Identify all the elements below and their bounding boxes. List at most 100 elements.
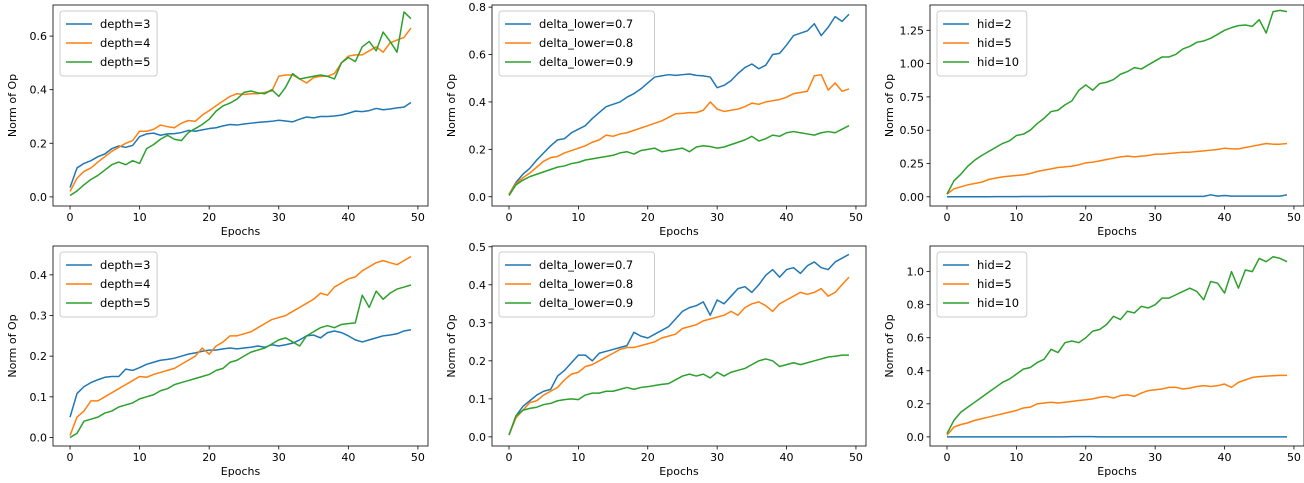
x-tick-label: 20 (202, 211, 216, 224)
series-line-2 (508, 73, 850, 195)
x-tick-label: 50 (849, 211, 863, 224)
legend-label: depth=3 (100, 258, 150, 272)
legend-box (936, 10, 1028, 77)
legend-label: delta_lower=0.7 (539, 258, 633, 272)
y-tick-label: 0.25 (900, 158, 925, 171)
series-line-3 (946, 9, 1288, 195)
x-tick-label: 10 (133, 451, 147, 464)
series-line-3 (508, 124, 850, 196)
y-tick-label: 0.6 (30, 30, 48, 43)
series-line-2 (946, 142, 1288, 195)
x-tick-label: 30 (1148, 451, 1162, 464)
x-tick-label: 30 (710, 451, 724, 464)
y-tick-label: 0.50 (900, 124, 925, 137)
y-tick-label: 0.2 (469, 355, 487, 368)
y-tick-label: 0.0 (907, 431, 925, 444)
series-line-1 (508, 13, 850, 195)
x-tick-label: 20 (1079, 211, 1093, 224)
legend: delta_lower=0.7 delta_lower=0.8 delta_lowe… (498, 10, 655, 77)
x-tick-label: 20 (641, 211, 655, 224)
x-tick-label: 10 (133, 211, 147, 224)
y-tick-label: 0.4 (907, 365, 925, 378)
x-tick-label: 0 (944, 451, 951, 464)
subplot-4: 0 10 20 30 40 50 0.0 0.1 0.2 0.3 0.4 Epochs Norm of … (6, 245, 429, 478)
x-tick-label: 0 (67, 211, 74, 224)
x-tick-label: 40 (1218, 211, 1232, 224)
x-tick-label: 0 (944, 211, 951, 224)
y-axis-label: Norm of Op (445, 74, 458, 137)
x-axis-label: Epochs (221, 225, 261, 238)
y-axis-label: Norm of Op (6, 314, 19, 377)
x-tick-label: 40 (341, 451, 355, 464)
legend: delta_lower=0.7 delta_lower=0.8 delta_lowe… (498, 251, 655, 318)
axes-frame (491, 245, 867, 447)
legend-box (59, 251, 158, 318)
y-tick-label: 0.3 (30, 310, 48, 323)
legend: hid=2 hid=5 hid=10 (936, 251, 1028, 318)
y-tick-label: 1.0 (907, 266, 925, 279)
legend-label: depth=4 (100, 277, 150, 291)
y-tick-label: 0.3 (469, 317, 487, 330)
x-tick-label: 30 (710, 211, 724, 224)
series-line-1 (69, 329, 412, 418)
axes-frame (929, 245, 1304, 447)
y-tick-label: 0.0 (469, 191, 487, 204)
legend: depth=3 depth=4 depth=5 (59, 251, 158, 318)
x-tick-label: 40 (1218, 451, 1232, 464)
x-tick-label: 30 (272, 211, 286, 224)
x-axis-label: Epochs (221, 465, 261, 478)
x-tick-label: 0 (506, 211, 513, 224)
legend-label: depth=4 (100, 36, 150, 50)
x-tick-label: 50 (1287, 211, 1301, 224)
legend-label: delta_lower=0.9 (539, 55, 633, 69)
series-line-3 (69, 11, 412, 197)
axes-frame (52, 4, 429, 207)
x-tick-label: 10 (571, 211, 585, 224)
legend-box (498, 251, 655, 318)
y-tick-label: 0.2 (30, 137, 48, 150)
x-tick-label: 50 (1287, 451, 1301, 464)
x-tick-label: 40 (341, 211, 355, 224)
legend-label: delta_lower=0.8 (539, 36, 633, 50)
legend-label: depth=5 (100, 296, 150, 310)
legend-label: hid=5 (977, 36, 1012, 50)
y-tick-label: 0.4 (30, 269, 48, 282)
legend: depth=3 depth=4 depth=5 (59, 10, 158, 77)
y-tick-label: 0.75 (900, 91, 925, 104)
legend-label: hid=2 (977, 258, 1012, 272)
y-tick-label: 0.6 (469, 49, 487, 62)
y-tick-label: 0.0 (469, 431, 487, 444)
series-line-2 (508, 276, 850, 436)
legend-label: depth=5 (100, 55, 150, 69)
x-tick-label: 40 (780, 451, 794, 464)
series-line-2 (69, 27, 412, 192)
series-line-1 (508, 253, 850, 436)
legend-box (59, 10, 158, 77)
x-tick-label: 0 (67, 451, 74, 464)
subplot-2: 0 10 20 30 40 50 0.0 0.2 0.4 0.6 0.8 Epochs Norm of … (445, 1, 867, 238)
series-line-3 (946, 255, 1288, 434)
y-axis-label: Norm of Op (445, 314, 458, 377)
legend-label: delta_lower=0.8 (539, 277, 633, 291)
x-axis-label: Epochs (659, 225, 699, 238)
x-tick-label: 30 (1148, 211, 1162, 224)
y-tick-label: 0.4 (469, 96, 487, 109)
legend-label: hid=2 (977, 17, 1012, 31)
y-tick-label: 0.8 (469, 1, 487, 14)
series-line-3 (508, 354, 849, 436)
series-line-2 (69, 255, 412, 436)
x-tick-label: 20 (641, 451, 655, 464)
series-line-2 (946, 374, 1287, 436)
x-tick-label: 50 (849, 451, 863, 464)
y-tick-label: 0.1 (30, 391, 48, 404)
y-tick-label: 0.4 (469, 279, 487, 292)
x-tick-label: 30 (272, 451, 286, 464)
legend: hid=2 hid=5 hid=10 (936, 10, 1028, 77)
subplot-1: 0 10 20 30 40 50 0.0 0.2 0.4 0.6 Epochs Norm of Op d… (6, 4, 429, 238)
x-tick-label: 10 (1009, 211, 1023, 224)
legend-label: hid=5 (977, 277, 1012, 291)
y-tick-label: 0.0 (30, 191, 48, 204)
y-tick-label: 0.2 (907, 398, 925, 411)
x-tick-label: 50 (411, 451, 425, 464)
